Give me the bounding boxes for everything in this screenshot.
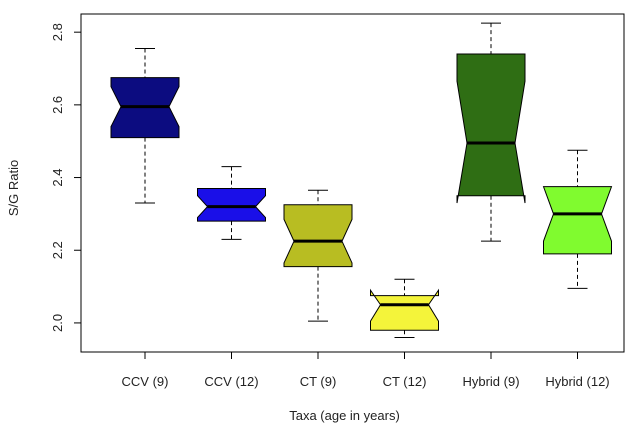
box-5 bbox=[456, 22, 526, 242]
box-body bbox=[197, 187, 266, 222]
x-tick-label: Hybrid (9) bbox=[462, 374, 519, 389]
box-body bbox=[456, 53, 526, 204]
x-tick-label: CT (12) bbox=[383, 374, 427, 389]
box-2 bbox=[197, 166, 266, 240]
y-tick-label: 2.8 bbox=[50, 23, 65, 41]
x-tick-label: CCV (12) bbox=[204, 374, 258, 389]
y-tick-label: 2.0 bbox=[50, 314, 65, 332]
y-tick-label: 2.2 bbox=[50, 241, 65, 259]
box-body bbox=[283, 204, 353, 268]
box-6 bbox=[542, 149, 613, 289]
x-axis: CCV (9) CCV (12) CT (9) CT (12) Hybrid (9) Hy… bbox=[122, 351, 610, 389]
box-body bbox=[542, 186, 613, 255]
boxes-group bbox=[110, 22, 613, 338]
x-axis-title: Taxa (age in years) bbox=[289, 408, 400, 423]
box-1 bbox=[110, 48, 180, 204]
y-axis-title: S/G Ratio bbox=[6, 160, 21, 216]
x-tick-label: CCV (9) bbox=[122, 374, 169, 389]
box-body bbox=[370, 288, 439, 331]
plot-frame bbox=[80, 13, 625, 353]
x-tick-label: CT (9) bbox=[300, 374, 337, 389]
box-4 bbox=[370, 278, 439, 338]
y-tick-label: 2.6 bbox=[50, 96, 65, 114]
box-3 bbox=[283, 189, 353, 322]
y-axis: 2.0 2.2 2.4 2.6 2.8 bbox=[50, 23, 81, 332]
y-tick-label: 2.4 bbox=[50, 169, 65, 187]
x-tick-label: Hybrid (12) bbox=[545, 374, 609, 389]
